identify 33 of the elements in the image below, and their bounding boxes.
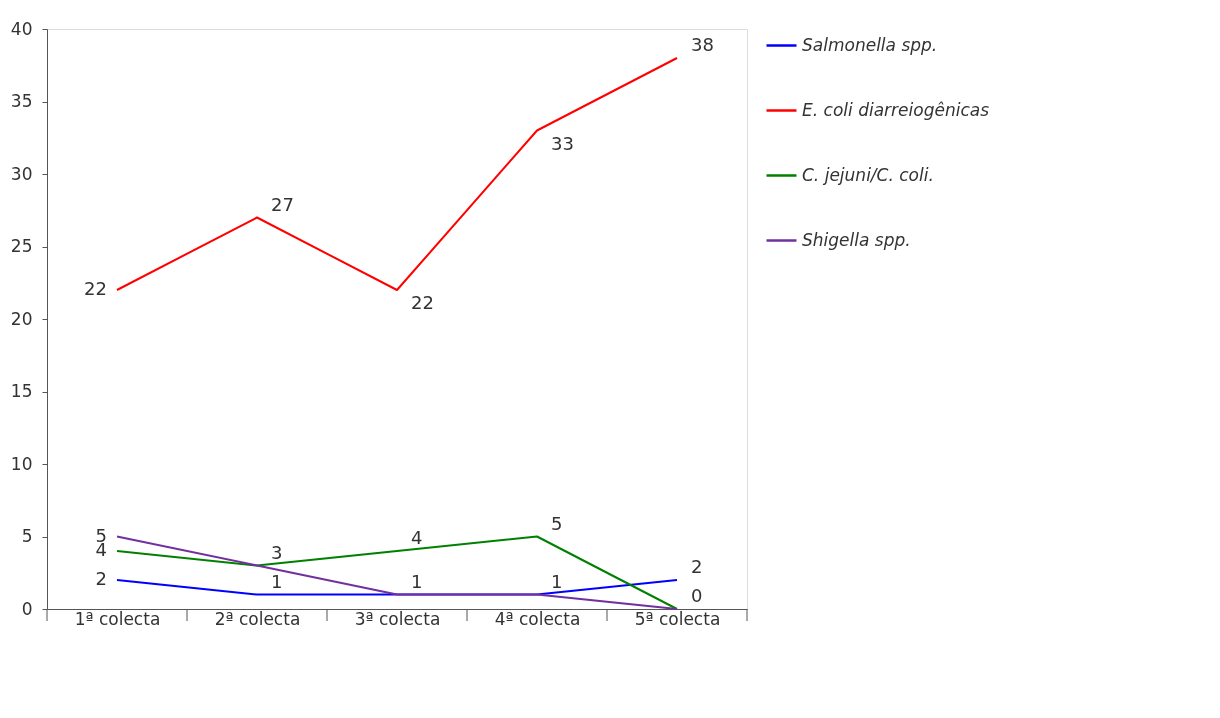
y-tick-label: 40 bbox=[10, 18, 33, 39]
y-tick-label: 15 bbox=[10, 381, 33, 401]
legend-label: Shigella spp. bbox=[802, 229, 911, 250]
y-tick-label: 20 bbox=[10, 308, 33, 329]
data-label: 0 bbox=[691, 585, 703, 606]
legend-label: E. coli diarreiogênicas bbox=[802, 99, 990, 120]
x-tick-label: 5ª colecta bbox=[634, 608, 721, 629]
legend-label: C. jejuni/C. coli. bbox=[802, 164, 934, 185]
y-tick-label: 10 bbox=[10, 453, 33, 474]
x-tick-label: 4ª colecta bbox=[494, 608, 581, 629]
data-label: 2 bbox=[691, 556, 703, 577]
legend-label: Salmonella spp. bbox=[802, 34, 938, 55]
x-tick-label: 1ª colecta bbox=[74, 608, 161, 629]
data-label: 33 bbox=[551, 132, 574, 154]
data-label: 1 bbox=[411, 570, 423, 592]
x-tick-label: 3ª colecta bbox=[354, 608, 441, 629]
y-tick-label: 5 bbox=[21, 526, 33, 546]
y-tick-label: 35 bbox=[10, 91, 33, 111]
data-label: 22 bbox=[84, 278, 107, 299]
data-label: 5 bbox=[551, 512, 563, 534]
line-series bbox=[116, 57, 678, 291]
x-tick-label: 2ª colecta bbox=[214, 608, 301, 629]
data-label: 4 bbox=[411, 527, 423, 548]
data-label: 22 bbox=[411, 292, 434, 313]
data-label: 1 bbox=[271, 570, 283, 592]
data-label: 3 bbox=[271, 541, 283, 563]
y-tick-label: 30 bbox=[10, 163, 33, 184]
y-tick-label: 0 bbox=[21, 598, 33, 619]
data-label: 27 bbox=[271, 193, 294, 215]
data-label: 38 bbox=[691, 34, 714, 55]
data-label: 1 bbox=[551, 570, 563, 592]
y-tick-label: 25 bbox=[10, 236, 33, 256]
data-label: 2 bbox=[95, 568, 107, 589]
